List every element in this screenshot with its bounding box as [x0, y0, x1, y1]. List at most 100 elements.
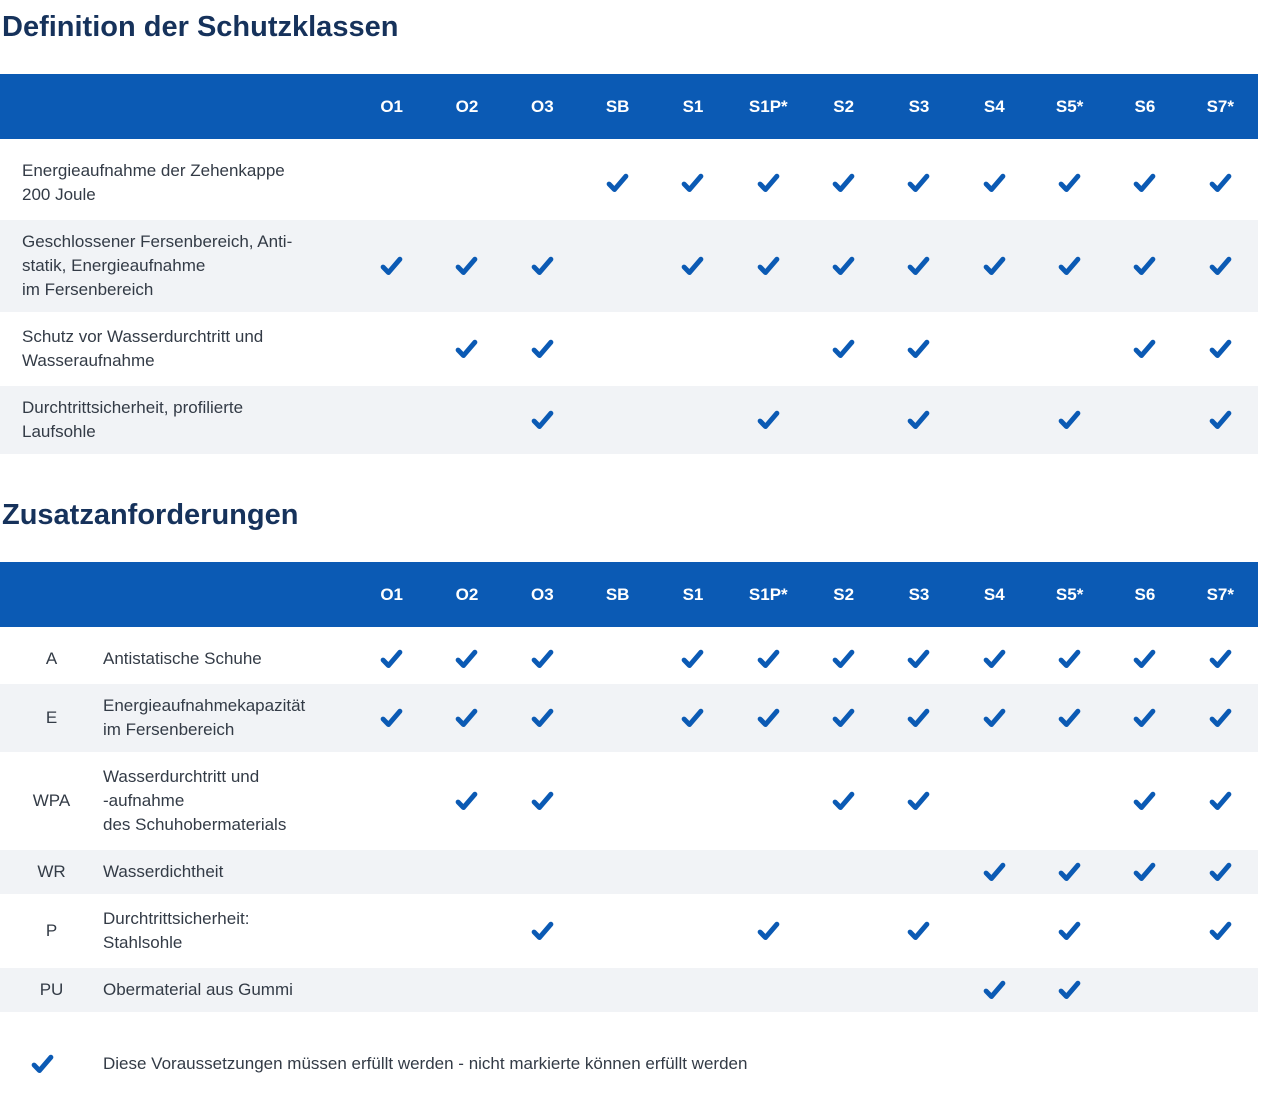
check-icon [456, 339, 478, 359]
table-row: P Durchtrittsicherheit: Stahlsohle [0, 897, 1258, 965]
column-header-s3: S3 [908, 96, 930, 116]
check-icon [757, 921, 780, 941]
check-cell [957, 649, 1032, 669]
check-icon [1209, 256, 1232, 276]
row-label-cell: Energieaufnahme der Zehenkappe 200 Joule [0, 149, 354, 217]
check-cell [806, 791, 881, 811]
check-cell [429, 649, 504, 669]
check-cell [731, 708, 806, 728]
check-icon [832, 256, 855, 276]
header-label-spacer [0, 585, 354, 605]
check-cell [806, 708, 881, 728]
check-cell [806, 649, 881, 669]
row-label-cell: P Durchtrittsicherheit: Stahlsohle [0, 897, 354, 965]
check-cell [655, 708, 730, 728]
check-cell [655, 649, 730, 669]
check-cell [1183, 921, 1258, 941]
check-icon [832, 791, 855, 811]
column-header-s1ps: S1P* [748, 96, 788, 116]
check-icon [682, 173, 704, 193]
check-cell [354, 708, 429, 728]
section1-title: Definition der Schutzklassen [2, 11, 399, 43]
check-icon [1134, 649, 1156, 669]
check-cell [505, 410, 580, 430]
check-cell [1032, 256, 1107, 276]
check-cell [731, 921, 806, 941]
column-header-o3: O3 [530, 96, 554, 116]
check-cell [1032, 410, 1107, 430]
check-cell [1183, 862, 1258, 882]
column-header-sb: SB [605, 96, 630, 116]
check-icon [1058, 708, 1081, 728]
check-cell [1032, 649, 1107, 669]
row-label: Wasserdurchtritt und -aufnahme des Schuh… [103, 767, 287, 834]
check-icon [1209, 862, 1232, 882]
check-icon [1209, 173, 1232, 193]
check-icon [456, 791, 478, 811]
check-cell [580, 173, 655, 193]
check-cell [1107, 649, 1182, 669]
check-icon [380, 708, 403, 728]
table-row: Energieaufnahme der Zehenkappe 200 Joule [0, 149, 1258, 217]
check-icon [757, 173, 780, 193]
column-header-o2: O2 [455, 96, 479, 116]
row-code: E [45, 708, 58, 727]
check-cell [731, 410, 806, 430]
row-label: Geschlossener Fersenbereich, Anti- stati… [22, 232, 293, 299]
check-icon [757, 708, 780, 728]
section2-title: Zusatzanforderungen [2, 499, 299, 531]
check-cell [505, 339, 580, 359]
check-icon [531, 256, 554, 276]
row-label: Durchtrittsicherheit, profilierte Laufso… [22, 398, 244, 441]
check-icon [456, 708, 478, 728]
check-cell [731, 649, 806, 669]
check-icon [832, 339, 855, 359]
check-cell [429, 708, 504, 728]
row-label: Energieaufnahmekapazität im Fersenbereic… [103, 696, 306, 739]
column-header-s4: S4 [983, 96, 1005, 116]
check-cell [1107, 173, 1182, 193]
legend: Diese Voraussetzungen müssen erfüllt wer… [0, 1052, 1258, 1076]
check-cell [429, 791, 504, 811]
check-icon [456, 649, 478, 669]
check-cell [1107, 256, 1182, 276]
check-icon [908, 649, 930, 669]
row-label: Obermaterial aus Gummi [103, 980, 293, 999]
table2-header-row: O1 O2 O3 SB S1 S1P* S2 S3 S4 S5* S6 S7* [0, 562, 1258, 627]
check-cell [429, 339, 504, 359]
check-icon [1209, 339, 1232, 359]
check-icon [908, 256, 930, 276]
check-icon [908, 921, 930, 941]
check-cell [806, 173, 881, 193]
check-icon [908, 339, 930, 359]
row-label-cell: PU Obermaterial aus Gummi [0, 968, 354, 1012]
check-cell [731, 173, 806, 193]
check-icon [1058, 862, 1081, 882]
check-cell [1107, 862, 1182, 882]
check-cell [1032, 708, 1107, 728]
row-label: Energieaufnahme der Zehenkappe 200 Joule [22, 161, 285, 204]
column-header-o1: O1 [380, 96, 403, 116]
header-label-spacer [0, 97, 354, 117]
check-cell [957, 980, 1032, 1000]
table-row: PU Obermaterial aus Gummi [0, 968, 1258, 1012]
check-cell [505, 708, 580, 728]
check-icon [1058, 173, 1081, 193]
check-cell [957, 708, 1032, 728]
check-icon [1058, 921, 1081, 941]
column-header-s2: S2 [833, 584, 855, 604]
column-header-s2: S2 [833, 96, 855, 116]
check-cell [1183, 649, 1258, 669]
check-cell [1183, 256, 1258, 276]
check-icon [682, 256, 704, 276]
row-label-cell: WPA Wasserdurchtritt und -aufnahme des Sc… [0, 755, 354, 847]
row-label: Durchtrittsicherheit: Stahlsohle [103, 909, 250, 952]
check-cell [354, 256, 429, 276]
row-label-cell: E Energieaufnahmekapazität im Fersenberei… [0, 684, 354, 752]
check-icon [757, 649, 780, 669]
check-icon [682, 649, 704, 669]
check-cell [881, 708, 956, 728]
check-icon [1058, 410, 1081, 430]
column-header-s7s: S7* [1206, 584, 1234, 604]
